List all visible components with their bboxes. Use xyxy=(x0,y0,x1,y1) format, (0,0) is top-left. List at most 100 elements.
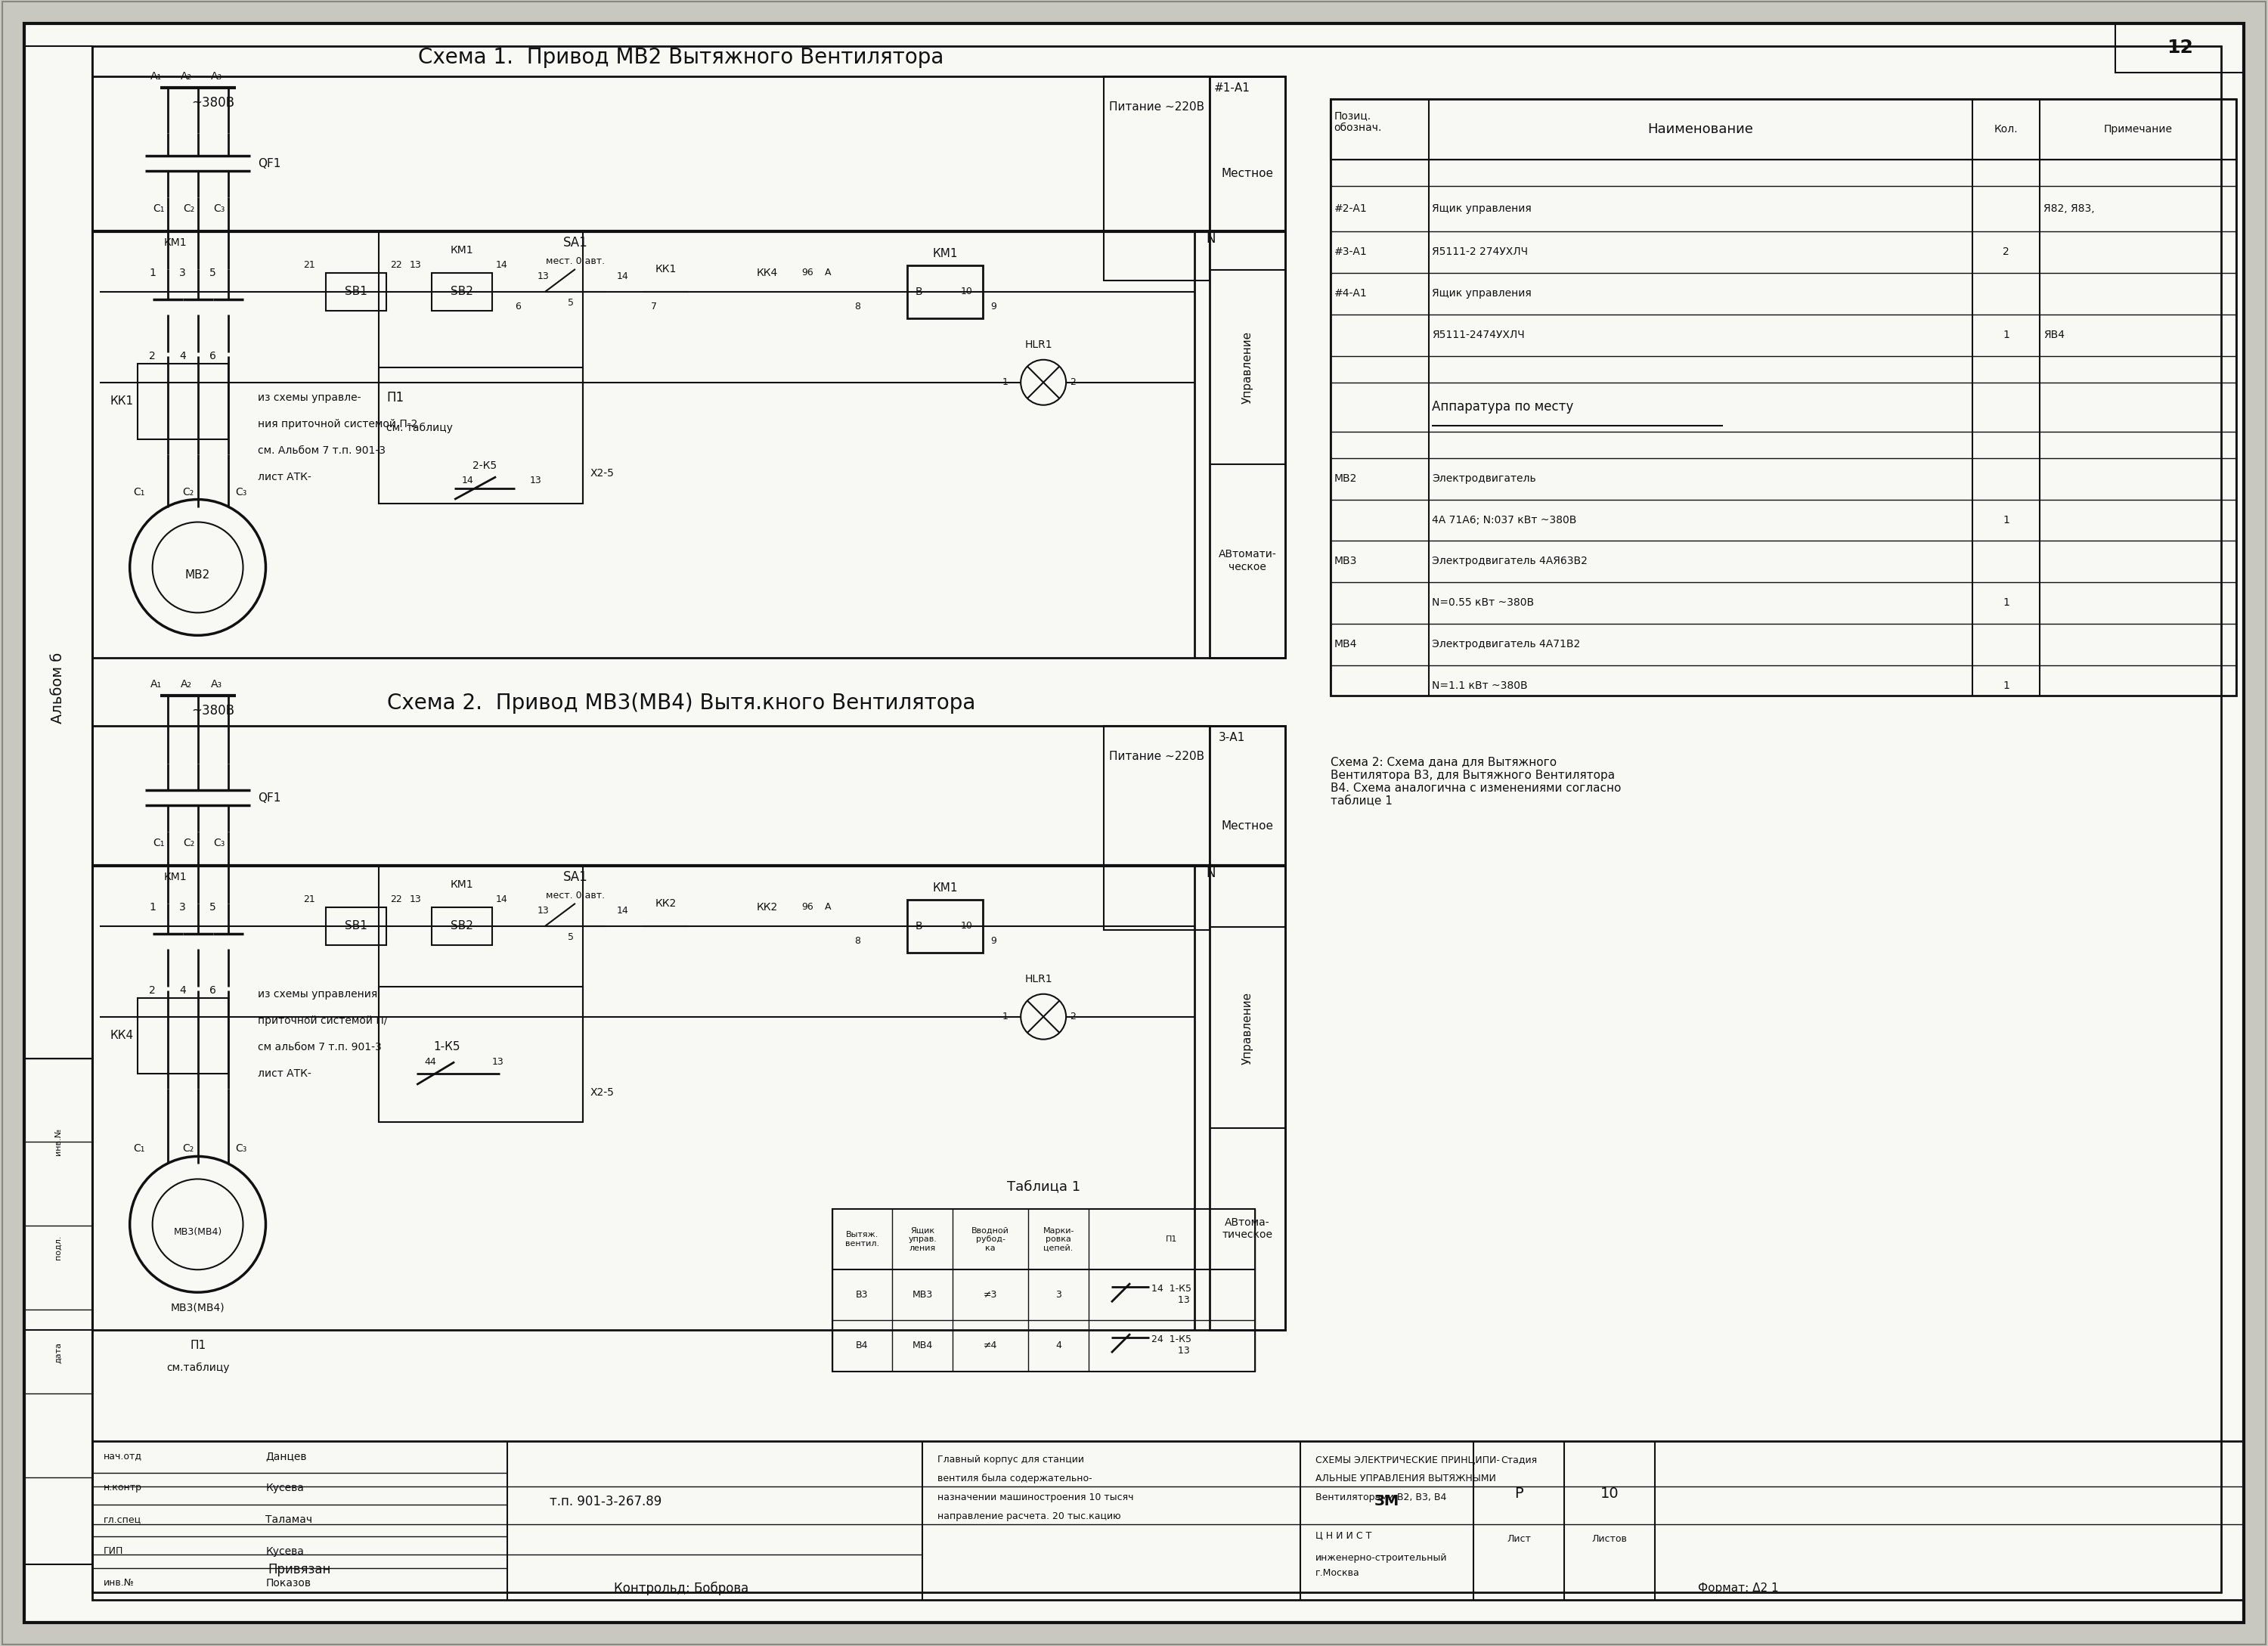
Text: МВ2: МВ2 xyxy=(1334,472,1356,484)
Text: Я5111-2 274УХЛЧ: Я5111-2 274УХЛЧ xyxy=(1431,247,1529,257)
Text: 13: 13 xyxy=(408,895,422,905)
Bar xyxy=(93,77,1286,658)
Text: 14: 14 xyxy=(497,895,508,905)
Bar xyxy=(1105,726,1209,930)
Text: Листов: Листов xyxy=(1592,1534,1628,1544)
Text: 3: 3 xyxy=(179,268,186,278)
Text: КК4: КК4 xyxy=(758,268,778,278)
Bar xyxy=(431,907,492,945)
Text: Электродвигатель 4А71В2: Электродвигатель 4А71В2 xyxy=(1431,639,1581,650)
Bar xyxy=(1209,77,1286,658)
Text: Ящик
управ.
ления: Ящик управ. ления xyxy=(907,1226,937,1253)
Text: 2: 2 xyxy=(150,984,156,996)
Text: МВ2: МВ2 xyxy=(186,570,211,581)
Text: П1: П1 xyxy=(191,1340,206,1351)
Text: см.таблицу: см.таблицу xyxy=(166,1363,229,1373)
Text: инв.№: инв.№ xyxy=(104,1579,134,1588)
Text: Лист: Лист xyxy=(1506,1534,1531,1544)
Bar xyxy=(25,46,93,1330)
Text: лист АТК-: лист АТК- xyxy=(259,471,311,482)
Text: МВ3(МВ4): МВ3(МВ4) xyxy=(170,1302,225,1314)
Text: инв.№: инв.№ xyxy=(54,1128,61,1155)
Text: см альбом 7 т.п. 901-3: см альбом 7 т.п. 901-3 xyxy=(259,1042,381,1052)
Text: В: В xyxy=(914,286,923,296)
Text: A₃: A₃ xyxy=(211,71,222,82)
Text: А: А xyxy=(826,902,830,912)
Text: подл.: подл. xyxy=(54,1234,61,1259)
Text: Таламач: Таламач xyxy=(265,1514,313,1524)
Text: А: А xyxy=(826,268,830,278)
Text: МВ3: МВ3 xyxy=(912,1290,932,1299)
Bar xyxy=(1331,99,2236,696)
Text: N: N xyxy=(1207,232,1216,245)
Text: Схема 2.  Привод МВ3(МВ4) Вытя.кного Вентилятора: Схема 2. Привод МВ3(МВ4) Вытя.кного Вент… xyxy=(388,693,975,714)
Text: 14  1-К5
        13: 14 1-К5 13 xyxy=(1152,1284,1191,1305)
Text: N=0.55 кВт ~380В: N=0.55 кВт ~380В xyxy=(1431,597,1535,607)
Text: КК2: КК2 xyxy=(758,902,778,912)
Text: 5: 5 xyxy=(209,268,215,278)
Text: 8: 8 xyxy=(855,301,860,311)
Text: Аппаратура по месту: Аппаратура по месту xyxy=(1431,400,1574,413)
Text: КК1: КК1 xyxy=(655,263,676,275)
Text: C₃: C₃ xyxy=(213,838,225,848)
Bar xyxy=(138,997,229,1073)
Text: КМ1: КМ1 xyxy=(163,872,186,882)
Text: АЛЬНЫЕ УПРАВЛЕНИЯ ВЫТЯЖНЫМИ: АЛЬНЫЕ УПРАВЛЕНИЯ ВЫТЯЖНЫМИ xyxy=(1315,1473,1497,1483)
Text: ния приточной системой П-2: ния приточной системой П-2 xyxy=(259,418,417,430)
Text: ЗМ: ЗМ xyxy=(1374,1495,1399,1509)
Text: КК2: КК2 xyxy=(655,899,676,909)
Text: C₃: C₃ xyxy=(213,204,225,214)
Text: КМ1: КМ1 xyxy=(451,245,474,255)
Text: QF1: QF1 xyxy=(259,792,281,803)
Text: Я5111-2474УХЛЧ: Я5111-2474УХЛЧ xyxy=(1431,329,1524,341)
Text: C₁: C₁ xyxy=(134,1144,145,1154)
Text: МВ3: МВ3 xyxy=(1334,556,1356,566)
Text: #1-А1: #1-А1 xyxy=(1213,82,1250,94)
Text: П1: П1 xyxy=(386,390,404,405)
Text: Х2-5: Х2-5 xyxy=(590,467,615,479)
Text: СХЕМЫ ЭЛЕКТРИЧЕСКИЕ ПРИНЦИПИ-: СХЕМЫ ЭЛЕКТРИЧЕСКИЕ ПРИНЦИПИ- xyxy=(1315,1455,1499,1465)
Text: Марки-
ровка
цепей.: Марки- ровка цепей. xyxy=(1043,1226,1075,1253)
Bar xyxy=(327,907,386,945)
Text: Вытяж.
вентил.: Вытяж. вентил. xyxy=(846,1231,880,1248)
Text: Стадия: Стадия xyxy=(1501,1455,1538,1465)
Text: A₂: A₂ xyxy=(181,71,193,82)
Text: C₂: C₂ xyxy=(184,487,195,497)
Text: МВ3(МВ4): МВ3(МВ4) xyxy=(172,1226,222,1236)
Bar xyxy=(379,986,583,1123)
Text: Местное: Местное xyxy=(1220,168,1272,179)
Text: Схема 1.  Привод МВ2 Вытяжного Вентилятора: Схема 1. Привод МВ2 Вытяжного Вентилятор… xyxy=(417,48,943,67)
Text: вентиля была содержательно-: вентиля была содержательно- xyxy=(937,1473,1093,1483)
Bar xyxy=(25,1058,93,1564)
Text: 5: 5 xyxy=(567,298,574,308)
Text: Формат: Δ2 1: Формат: Δ2 1 xyxy=(1699,1583,1778,1593)
Text: 1-К5: 1-К5 xyxy=(433,1042,460,1052)
Text: N: N xyxy=(1207,866,1216,881)
Text: C₁: C₁ xyxy=(134,487,145,497)
Text: SВ2: SВ2 xyxy=(451,286,474,298)
Bar xyxy=(379,367,583,504)
Text: Местное: Местное xyxy=(1220,821,1272,833)
Bar xyxy=(907,265,982,318)
Text: 13: 13 xyxy=(408,260,422,270)
Text: 12: 12 xyxy=(2166,40,2193,58)
Bar xyxy=(2116,23,2243,72)
Text: 7: 7 xyxy=(651,301,658,311)
Text: Управление: Управление xyxy=(1241,331,1252,403)
Text: н.контр: н.контр xyxy=(104,1483,143,1493)
Text: A₂: A₂ xyxy=(181,680,193,690)
Text: Данцев: Данцев xyxy=(265,1450,306,1462)
Text: 4: 4 xyxy=(1055,1340,1061,1350)
Bar xyxy=(93,726,1286,1330)
Text: Наименование: Наименование xyxy=(1647,122,1753,137)
Text: Управление: Управление xyxy=(1241,991,1252,1065)
Text: В3: В3 xyxy=(855,1290,869,1299)
Text: АВтома-
тическое: АВтома- тическое xyxy=(1222,1218,1272,1241)
Text: 14: 14 xyxy=(617,905,628,915)
Text: ≠4: ≠4 xyxy=(984,1340,998,1350)
Text: П1: П1 xyxy=(1166,1236,1177,1243)
Text: 13: 13 xyxy=(531,476,542,486)
Text: ≠3: ≠3 xyxy=(984,1290,998,1299)
Text: Ящик управления: Ящик управления xyxy=(1431,204,1531,214)
Text: 13: 13 xyxy=(538,272,549,281)
